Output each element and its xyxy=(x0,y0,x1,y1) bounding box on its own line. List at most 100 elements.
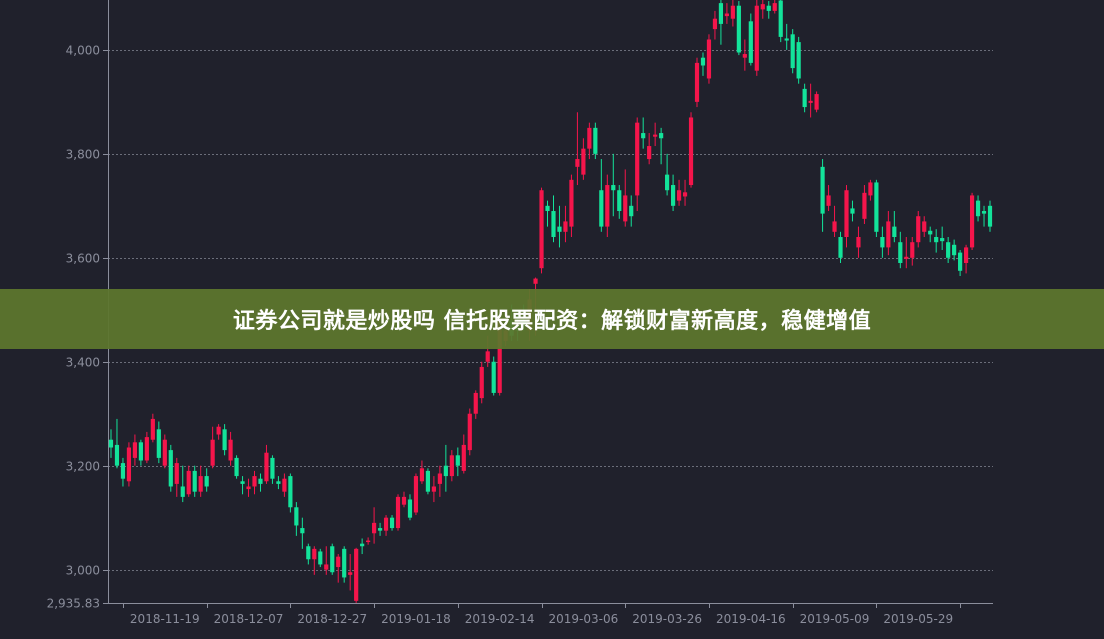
candle-body xyxy=(940,238,945,242)
candle-down xyxy=(981,205,987,227)
candle-up xyxy=(922,216,927,238)
y-tick-label: 4,000 xyxy=(66,44,100,58)
candle-up xyxy=(760,0,765,19)
candle-body xyxy=(928,230,933,235)
candle-up xyxy=(126,442,132,487)
candle-down xyxy=(611,153,616,217)
candle-down xyxy=(180,465,185,503)
candle-body xyxy=(198,476,203,492)
candle-body xyxy=(551,211,556,238)
candle-up xyxy=(449,450,454,482)
candle-body xyxy=(802,88,807,108)
x-tick-label: 2019-03-06 xyxy=(549,612,619,626)
candle-body xyxy=(886,221,891,248)
candle-up xyxy=(724,3,729,24)
candle-body xyxy=(922,221,927,232)
candle-up xyxy=(431,476,436,503)
candle-down xyxy=(617,185,622,219)
candle-up xyxy=(419,460,425,484)
grid-lines xyxy=(108,50,993,571)
candle-body xyxy=(916,216,921,243)
candle-body xyxy=(659,133,664,139)
candle-down xyxy=(946,237,951,263)
candle-body xyxy=(593,127,598,154)
candle-body xyxy=(754,5,759,71)
candle-down xyxy=(114,418,120,469)
candle-body xyxy=(581,148,586,175)
candle-up xyxy=(963,244,969,274)
candle-body xyxy=(366,540,371,543)
candle-up xyxy=(312,546,317,575)
candle-down xyxy=(796,36,801,84)
candle-body xyxy=(958,252,963,271)
candle-body xyxy=(108,439,114,448)
candle-up xyxy=(162,434,167,469)
x-tick-label: 2019-05-29 xyxy=(883,612,953,626)
candle-body xyxy=(665,174,670,191)
candle-up xyxy=(174,457,179,497)
candle-body xyxy=(653,134,658,137)
candle-down xyxy=(958,250,963,276)
candle-down xyxy=(700,52,706,76)
candle-down xyxy=(377,522,383,536)
candle-body xyxy=(742,54,747,58)
promo-banner[interactable]: 证券公司就是炒股吗 信托股票配资：解锁财富新高度，稳健增值 xyxy=(0,289,1104,349)
candle-body xyxy=(934,237,939,243)
candle-down xyxy=(342,546,347,583)
candle-up xyxy=(395,494,401,531)
candle-down xyxy=(784,23,789,50)
y-tick-label: 3,400 xyxy=(66,356,100,370)
candle-up xyxy=(706,34,712,84)
candle-body xyxy=(186,470,191,495)
candle-body xyxy=(180,486,185,497)
candle-body xyxy=(437,473,442,484)
candle-up xyxy=(969,192,975,251)
candle-down xyxy=(975,195,981,222)
candle-body xyxy=(975,200,981,217)
candle-up xyxy=(676,179,682,206)
candle-body xyxy=(443,465,448,477)
candle-up xyxy=(868,179,873,201)
candle-down xyxy=(670,174,676,212)
candle-down xyxy=(952,239,957,261)
x-tick-label: 2019-01-18 xyxy=(381,612,451,626)
candle-body xyxy=(431,486,436,492)
candle-down xyxy=(222,424,227,456)
candle-body xyxy=(981,211,987,214)
candle-down xyxy=(425,468,431,495)
candle-up xyxy=(581,138,586,180)
y-tick-label: 3,200 xyxy=(66,460,100,474)
candle-up xyxy=(132,434,138,466)
candle-body xyxy=(282,478,287,492)
candle-down xyxy=(389,515,395,531)
candle-body xyxy=(348,572,353,575)
candle-up xyxy=(916,211,921,248)
candle-down xyxy=(407,494,413,521)
candle-body xyxy=(539,190,544,269)
candle-body xyxy=(712,18,718,30)
candle-down xyxy=(802,83,807,113)
candle-up xyxy=(336,554,341,583)
candle-body xyxy=(778,0,783,37)
candle-body xyxy=(372,522,377,534)
candle-body xyxy=(647,146,652,160)
candle-up xyxy=(826,185,831,212)
candle-up xyxy=(653,122,658,147)
candle-down xyxy=(820,159,825,232)
candle-up xyxy=(366,537,371,545)
candle-body xyxy=(210,439,215,466)
candle-down xyxy=(545,200,550,227)
candle-up xyxy=(479,361,484,404)
x-axis: 2018-11-19 2018-12-07 2018-12-27 2019-01-18… xyxy=(108,603,993,626)
candle-down xyxy=(168,444,173,492)
candle-down xyxy=(718,0,724,45)
candle-body xyxy=(497,320,502,393)
candle-up xyxy=(186,465,191,497)
candle-up xyxy=(856,226,861,258)
candle-body xyxy=(419,468,425,482)
candle-body xyxy=(670,185,676,206)
x-tick-label: 2019-03-26 xyxy=(632,612,702,626)
candle-up xyxy=(539,187,544,274)
candle-body xyxy=(258,478,263,484)
candle-up xyxy=(647,133,652,165)
